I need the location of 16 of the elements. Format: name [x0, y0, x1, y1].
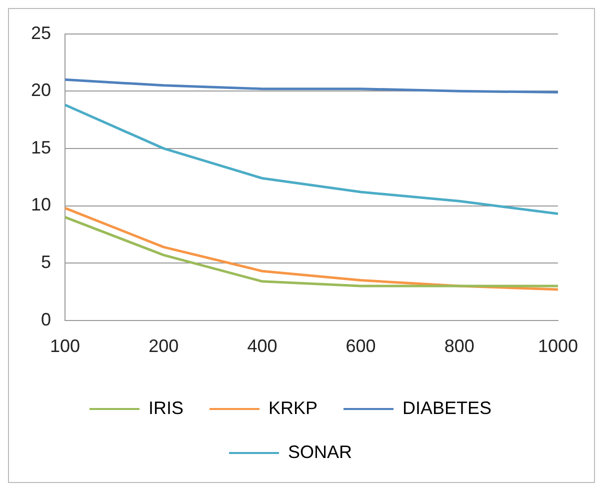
x-tick-label: 400: [247, 336, 278, 356]
x-tick-label: 100: [50, 336, 80, 356]
x-tick-label: 600: [346, 336, 376, 356]
legend-label: IRIS: [148, 398, 184, 418]
legend-label: DIABETES: [402, 398, 492, 418]
y-tick-label: 5: [41, 252, 52, 272]
y-tick-label: 15: [30, 137, 52, 158]
legend-label: SONAR: [288, 442, 352, 462]
y-tick-label: 0: [41, 309, 52, 330]
y-tick-label: 10: [30, 194, 52, 215]
y-tick-label: 25: [30, 22, 52, 43]
x-tick-label: 800: [444, 336, 474, 356]
y-tick-label: 20: [30, 80, 52, 100]
x-tick-label: 1000: [538, 336, 578, 356]
legend-label: KRKP: [268, 398, 318, 418]
x-tick-label: 200: [148, 336, 179, 356]
